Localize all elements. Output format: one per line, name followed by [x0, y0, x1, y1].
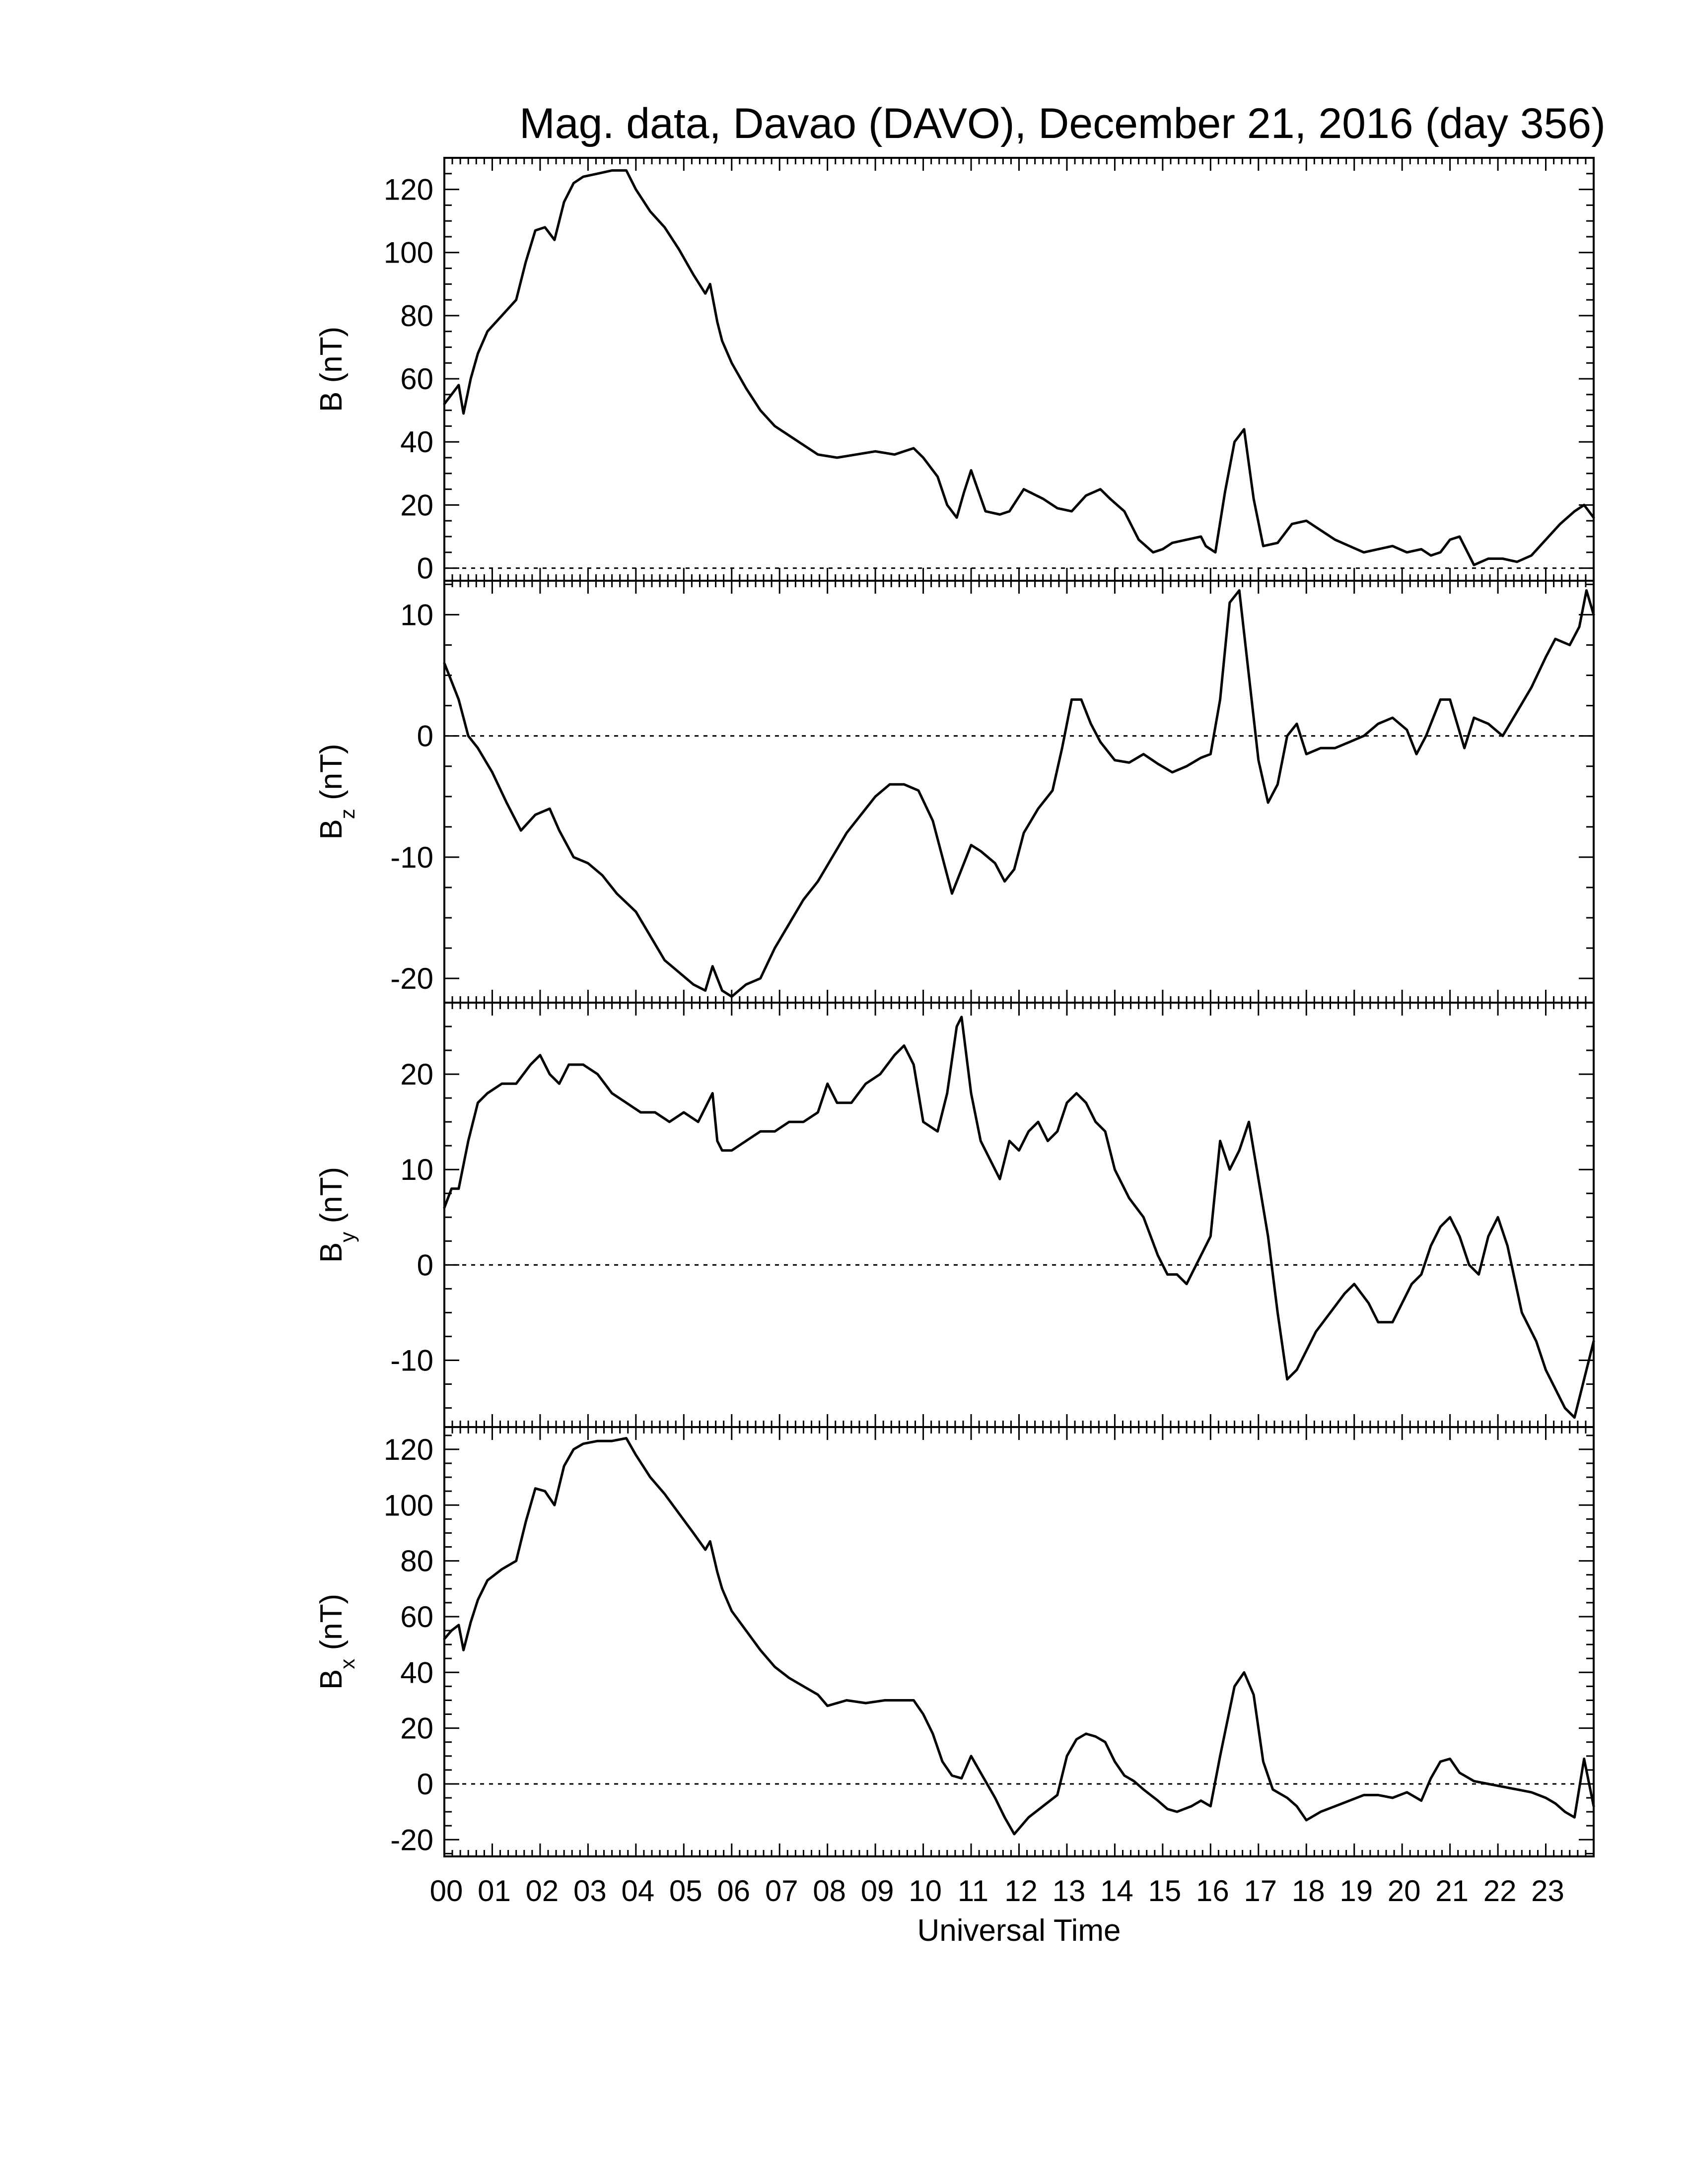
series-line-B — [443, 169, 1595, 566]
y-tick-label: 0 — [417, 552, 433, 585]
y-tick-label: 80 — [400, 299, 433, 333]
y-tick-label: 10 — [400, 598, 433, 631]
x-tick-label: 02 — [526, 1874, 559, 1908]
panel-B: 0 20 40 60 80 100 120 B (nT) — [314, 157, 1595, 585]
x-tick-label: 07 — [765, 1874, 798, 1908]
y-tick-label: -10 — [390, 1344, 433, 1377]
panel-By: -10 0 10 20 By (nT) — [314, 1002, 1595, 1428]
panel-frame — [443, 580, 1595, 1004]
series-line-Bz — [443, 589, 1595, 998]
y-tick-label: 120 — [384, 1433, 433, 1466]
series-line-By — [443, 1016, 1595, 1419]
y-tick-label: 10 — [400, 1153, 433, 1186]
x-tick-label: 17 — [1244, 1874, 1277, 1908]
y-tick-label: 100 — [384, 1489, 433, 1522]
panel-frame — [443, 1426, 1595, 1857]
y-tick-label: 0 — [417, 1768, 433, 1801]
x-tick-label: 04 — [621, 1874, 654, 1908]
y-axis-label: By (nT) — [314, 1167, 359, 1263]
x-axis-label: Universal Time — [917, 1913, 1121, 1948]
x-tick-label: 23 — [1531, 1874, 1564, 1908]
x-tick-label: 05 — [669, 1874, 703, 1908]
y-tick-label: -20 — [390, 1823, 433, 1856]
x-tick-label: 18 — [1292, 1874, 1325, 1908]
panel-frame — [443, 1002, 1595, 1428]
y-tick-label: 60 — [400, 362, 433, 396]
x-tick-label: 00 — [430, 1874, 463, 1908]
y-tick-label: 120 — [384, 173, 433, 206]
panel-frame — [443, 157, 1595, 582]
y-tick-label: 20 — [400, 488, 433, 522]
y-tick-label: 0 — [417, 1248, 433, 1282]
x-tick-label: 08 — [813, 1874, 846, 1908]
x-tick-label: 12 — [1004, 1874, 1038, 1908]
y-axis-label: Bx (nT) — [314, 1594, 359, 1690]
y-axis-label: Bz (nT) — [314, 744, 359, 839]
x-tick-label: 20 — [1388, 1874, 1421, 1908]
x-tick-label: 03 — [573, 1874, 607, 1908]
y-tick-label: -20 — [390, 962, 433, 995]
x-tick-label: 06 — [717, 1874, 750, 1908]
x-tick-label: 13 — [1053, 1874, 1086, 1908]
y-tick-label: 20 — [400, 1712, 433, 1745]
y-tick-label: 20 — [400, 1058, 433, 1091]
y-tick-label: 40 — [400, 425, 433, 459]
chart-title: Mag. data, Davao (DAVO), December 21, 20… — [519, 100, 1606, 147]
x-tick-label: 21 — [1435, 1874, 1469, 1908]
x-tick-label: 14 — [1100, 1874, 1133, 1908]
series-line-Bx — [443, 1437, 1595, 1836]
y-axis-label: B (nT) — [314, 327, 349, 412]
y-tick-label: 0 — [417, 720, 433, 753]
x-tick-label: 01 — [478, 1874, 511, 1908]
x-tick-label: 09 — [861, 1874, 894, 1908]
y-tick-label: -10 — [390, 841, 433, 874]
x-tick-label: 22 — [1483, 1874, 1517, 1908]
y-tick-label: 80 — [400, 1545, 433, 1578]
x-tick-label: 10 — [909, 1874, 942, 1908]
x-tick-label: 16 — [1196, 1874, 1229, 1908]
y-tick-label: 40 — [400, 1656, 433, 1689]
x-tick-label: 15 — [1148, 1874, 1182, 1908]
y-tick-label: 100 — [384, 236, 433, 270]
y-tick-label: 60 — [400, 1600, 433, 1634]
panel-Bz: -20 -10 0 10 Bz (nT) — [314, 580, 1595, 1004]
x-tick-label: 19 — [1339, 1874, 1373, 1908]
x-tick-label: 11 — [958, 1874, 988, 1908]
panel-Bx: -20 0 20 40 60 80 100 120 Bx (nT) — [314, 1426, 1595, 1857]
